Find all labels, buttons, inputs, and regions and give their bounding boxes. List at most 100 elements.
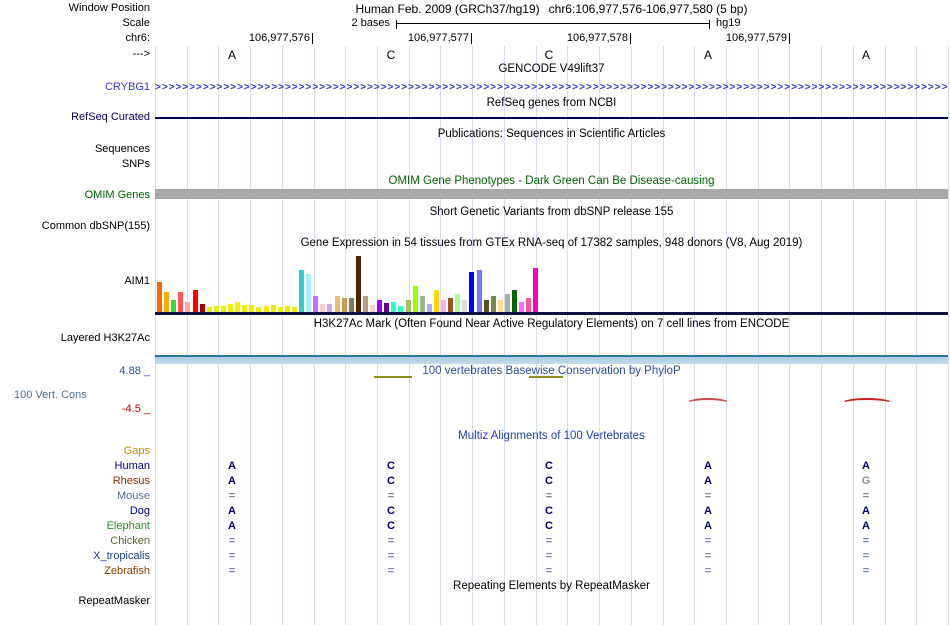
- species-label: Dog: [129, 505, 150, 517]
- gtex-bar[interactable]: [362, 296, 368, 312]
- gtex-bar[interactable]: [512, 290, 517, 312]
- gtex-bar[interactable]: [157, 282, 162, 312]
- gtex-bar[interactable]: [462, 300, 468, 312]
- gtex-bar[interactable]: [370, 305, 375, 312]
- gtex-bar[interactable]: [419, 296, 425, 312]
- phylop-min-label: -4.5 _: [121, 403, 150, 415]
- alignment-base: C: [387, 520, 395, 532]
- gtex-bar[interactable]: [164, 292, 170, 312]
- gtex-bar[interactable]: [391, 302, 397, 312]
- gtex-bar[interactable]: [313, 296, 319, 312]
- gtex-bar[interactable]: [277, 307, 283, 312]
- gtex-bar[interactable]: [448, 298, 454, 312]
- reference-base: C: [386, 48, 396, 62]
- guideline: [408, 46, 410, 625]
- track-label-100-vert-cons[interactable]: 100 Vert. Cons: [14, 389, 87, 401]
- gtex-bar[interactable]: [433, 290, 439, 312]
- alignment-base: =: [387, 535, 395, 547]
- gtex-bar[interactable]: [384, 303, 390, 312]
- h3k27ac-title: H3K27Ac Mark (Often Found Near Active Re…: [313, 318, 790, 330]
- gtex-bar[interactable]: [220, 306, 226, 312]
- gtex-bar[interactable]: [455, 294, 461, 312]
- ruler-right-tick: [709, 20, 710, 29]
- h3k27ac-signal-band[interactable]: [155, 355, 948, 364]
- track-label-common-dbsnp[interactable]: Common dbSNP(155): [41, 220, 150, 232]
- species-label: Rhesus: [112, 475, 150, 487]
- gtex-bar[interactable]: [348, 298, 354, 312]
- gtex-bar[interactable]: [426, 304, 432, 312]
- gtex-bar[interactable]: [497, 300, 503, 312]
- gtex-bar[interactable]: [476, 270, 482, 312]
- gtex-bar[interactable]: [490, 296, 496, 312]
- gtex-bar[interactable]: [242, 305, 248, 312]
- gtex-bar[interactable]: [355, 256, 361, 312]
- gtex-bar[interactable]: [526, 298, 532, 312]
- gtex-bar[interactable]: [412, 286, 418, 312]
- scale-label: Scale: [122, 17, 150, 29]
- position-tick-label: 106,977,579: [725, 32, 787, 44]
- gtex-bar[interactable]: [469, 272, 475, 312]
- gtex-bar[interactable]: [235, 302, 241, 312]
- guideline: [662, 46, 664, 625]
- gtex-bar[interactable]: [533, 268, 539, 312]
- alignment-base: C: [545, 460, 553, 472]
- gtex-bar[interactable]: [192, 290, 198, 312]
- gtex-bar[interactable]: [206, 307, 212, 312]
- gtex-bar[interactable]: [519, 302, 525, 312]
- alignment-base: C: [387, 475, 395, 487]
- gtex-bar[interactable]: [199, 304, 205, 312]
- track-label-repeatmasker[interactable]: RepeatMasker: [78, 595, 150, 607]
- gtex-bar[interactable]: [405, 300, 411, 312]
- gtex-bar[interactable]: [228, 304, 233, 312]
- track-label-refseq-curated[interactable]: RefSeq Curated: [71, 111, 150, 123]
- guideline: [725, 46, 727, 625]
- gtex-bar[interactable]: [441, 300, 446, 312]
- alignment-base: C: [387, 505, 395, 517]
- gtex-bar[interactable]: [263, 306, 269, 312]
- gtex-bar[interactable]: [256, 307, 262, 312]
- position-tick-mark: [312, 33, 313, 44]
- refseq-gene-line[interactable]: [155, 117, 948, 119]
- gene-label-aim1[interactable]: AIM1: [124, 275, 150, 287]
- gtex-bar[interactable]: [270, 305, 276, 312]
- gtex-bar[interactable]: [504, 294, 510, 312]
- gtex-bar[interactable]: [178, 292, 184, 312]
- track-label-snps[interactable]: SNPs: [121, 158, 150, 170]
- guideline: [948, 46, 949, 625]
- gtex-bar[interactable]: [171, 300, 177, 312]
- species-label: X_tropicalis: [93, 550, 150, 562]
- alignment-base: C: [387, 460, 395, 472]
- alignment-base: =: [545, 565, 553, 577]
- alignment-base: =: [704, 535, 712, 547]
- gtex-bar[interactable]: [299, 270, 304, 312]
- gtex-bar[interactable]: [327, 304, 333, 312]
- gtex-bar[interactable]: [291, 307, 297, 312]
- track-label-omim-genes[interactable]: OMIM Genes: [84, 189, 150, 201]
- alignment-base: C: [545, 475, 553, 487]
- alignment-base: =: [704, 550, 712, 562]
- track-label-layered-h3k27ac[interactable]: Layered H3K27Ac: [60, 332, 150, 344]
- gtex-bar[interactable]: [398, 306, 404, 312]
- gtex-bar[interactable]: [334, 296, 340, 312]
- gene-label-crybg1[interactable]: CRYBG1: [104, 81, 150, 93]
- alignment-base: =: [862, 550, 870, 562]
- track-label-sequences[interactable]: Sequences: [94, 143, 150, 155]
- gtex-bar[interactable]: [483, 300, 489, 312]
- gencode-gene-arrows[interactable]: >>>>>>>>>>>>>>>>>>>>>>>>>>>>>>>>>>>>>>>>…: [155, 82, 948, 93]
- gtex-bar[interactable]: [249, 305, 255, 312]
- alignment-base: A: [862, 505, 870, 517]
- guideline: [821, 46, 823, 625]
- gtex-bar[interactable]: [341, 298, 347, 312]
- omim-gene-bar[interactable]: [155, 189, 948, 199]
- gtex-bar[interactable]: [320, 304, 326, 312]
- gtex-bar[interactable]: [377, 300, 383, 312]
- chrom-label: chr6:: [125, 32, 150, 44]
- gtex-bar[interactable]: [306, 274, 312, 312]
- multiz-row-dog: Dog A C C A A: [0, 505, 950, 518]
- gtex-bar[interactable]: [185, 302, 191, 312]
- guideline: [789, 46, 791, 625]
- alignment-base: C: [545, 505, 553, 517]
- gtex-bar[interactable]: [284, 306, 290, 312]
- gtex-bar[interactable]: [213, 306, 219, 312]
